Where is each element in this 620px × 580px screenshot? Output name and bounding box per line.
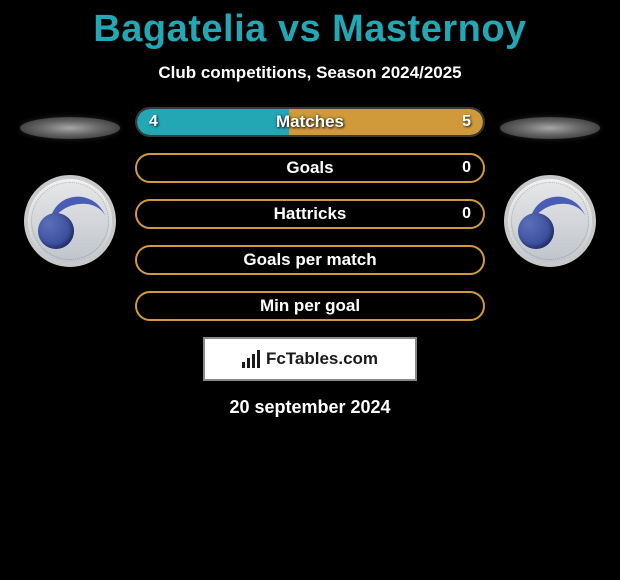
main-content: 4 5 Matches 0 Goals 0 Hattricks Goals per match…: [0, 107, 620, 321]
badge-ball-icon: [38, 213, 74, 249]
brand-text: FcTables.com: [266, 349, 378, 369]
bar-label: Min per goal: [260, 296, 360, 316]
stat-bar: 0 Hattricks: [135, 199, 485, 229]
right-shadow-oval: [500, 117, 600, 139]
page-subtitle: Club competitions, Season 2024/2025: [0, 63, 620, 83]
badge-ball-icon: [518, 213, 554, 249]
right-team-badge: [504, 175, 596, 267]
bar-label: Goals: [286, 158, 333, 178]
left-team-badge: [24, 175, 116, 267]
bar-value-left: 4: [149, 113, 158, 131]
bar-label: Matches: [276, 112, 344, 132]
stat-bars: 4 5 Matches 0 Goals 0 Hattricks Goals per match…: [135, 107, 485, 321]
bar-value-right: 5: [462, 113, 471, 131]
bar-fill-left: [137, 109, 289, 135]
stat-bar: Min per goal: [135, 291, 485, 321]
stat-bar: 4 5 Matches: [135, 107, 485, 137]
bar-label: Hattricks: [274, 204, 347, 224]
bar-value-right: 0: [462, 205, 471, 223]
brand-box: FcTables.com: [203, 337, 417, 381]
chart-icon: [242, 350, 260, 368]
stat-bar: 0 Goals: [135, 153, 485, 183]
footer-date: 20 september 2024: [0, 397, 620, 418]
right-side: [495, 107, 605, 267]
left-side: [15, 107, 125, 267]
left-shadow-oval: [20, 117, 120, 139]
bar-value-right: 0: [462, 159, 471, 177]
stat-bar: Goals per match: [135, 245, 485, 275]
bar-label: Goals per match: [243, 250, 376, 270]
page-title: Bagatelia vs Masternoy: [0, 0, 620, 51]
